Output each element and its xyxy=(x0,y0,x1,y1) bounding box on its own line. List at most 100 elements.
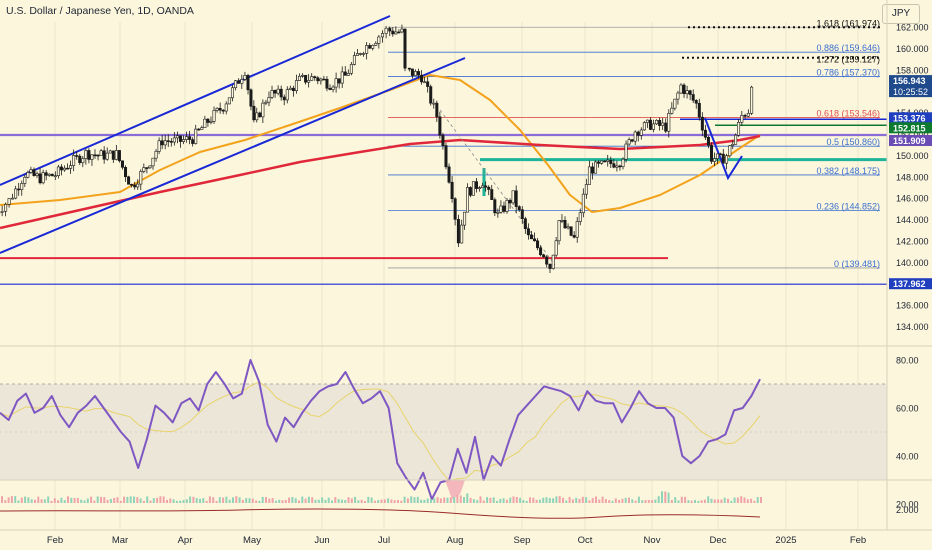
currency-button[interactable]: JPY xyxy=(882,4,920,24)
rsi-tick-label: 20.00 xyxy=(896,500,919,510)
candle xyxy=(175,135,179,139)
volume-bar xyxy=(393,500,396,503)
volume-bar xyxy=(268,498,271,503)
volume-bar xyxy=(628,497,630,503)
candle xyxy=(624,143,628,160)
volume-bar xyxy=(575,497,578,503)
volume-bar xyxy=(80,499,83,503)
candle xyxy=(182,139,186,142)
candle xyxy=(560,220,564,222)
candle xyxy=(301,74,305,77)
candle xyxy=(664,122,668,132)
candle xyxy=(7,198,11,205)
candle xyxy=(658,119,662,126)
volume-bar xyxy=(222,497,225,503)
candle xyxy=(612,163,616,168)
volume-bar xyxy=(133,496,135,503)
sma-orange xyxy=(0,74,761,213)
volume-bar xyxy=(552,498,555,503)
volume-bar xyxy=(307,496,310,503)
candle xyxy=(584,184,588,195)
volume-bar xyxy=(47,496,50,503)
candle xyxy=(185,136,189,140)
volume-bar xyxy=(235,496,238,503)
candle xyxy=(221,109,225,112)
candle xyxy=(215,107,219,111)
candle xyxy=(484,185,488,188)
candle xyxy=(490,189,494,200)
candle xyxy=(50,173,54,177)
volume-bar xyxy=(499,498,502,503)
volume-bar xyxy=(595,496,597,503)
candle xyxy=(340,71,344,84)
candle xyxy=(721,153,725,164)
candle xyxy=(496,211,500,214)
candle xyxy=(691,94,695,101)
volume-bar xyxy=(189,496,192,503)
price-tick-label: 142.000 xyxy=(896,237,929,247)
volume-bar xyxy=(585,497,588,503)
candle xyxy=(72,155,76,166)
volume-bar xyxy=(238,497,241,503)
fib-label: 1.272 (159.127) xyxy=(816,55,880,65)
candle xyxy=(508,199,512,204)
fib-label: 0.236 (144.852) xyxy=(816,201,880,211)
volume-bar xyxy=(57,500,60,503)
candle xyxy=(450,181,454,199)
volume-bar xyxy=(515,496,518,503)
rsi-tick-label: 80.00 xyxy=(896,356,919,366)
candle xyxy=(453,198,457,220)
volume-bar xyxy=(205,500,208,503)
candle xyxy=(645,119,649,123)
candle xyxy=(304,74,308,83)
fib-label: 1.618 (161.974) xyxy=(816,18,880,28)
price-tag xyxy=(889,134,932,146)
candle xyxy=(447,166,451,183)
time-tick-label: 2025 xyxy=(775,535,796,546)
volume-bar xyxy=(129,496,132,503)
candle xyxy=(127,176,131,185)
volume-bar xyxy=(525,500,528,503)
volume-bar xyxy=(251,498,254,503)
candle xyxy=(572,235,576,238)
candle xyxy=(349,64,353,74)
time-tick-label: Dec xyxy=(710,535,727,546)
candle xyxy=(417,71,421,76)
price-tag-value: 151.909 xyxy=(893,136,926,146)
candle xyxy=(313,76,317,79)
candle xyxy=(20,183,24,190)
candle xyxy=(621,158,625,167)
volume-bar xyxy=(436,497,439,503)
volume-bar xyxy=(608,500,611,503)
volume-bar xyxy=(24,496,27,503)
volume-bar xyxy=(159,496,162,503)
candle xyxy=(673,98,677,109)
volume-bar xyxy=(245,498,248,503)
rsi-oversold-fill xyxy=(445,480,465,500)
candle xyxy=(670,107,674,114)
candle xyxy=(648,119,652,130)
candle xyxy=(178,135,182,142)
volume-bar xyxy=(505,499,508,503)
candle xyxy=(536,240,540,249)
volume-bar xyxy=(736,497,739,503)
volume-bar xyxy=(152,498,155,503)
volume-bar xyxy=(1,496,3,503)
candle xyxy=(17,188,21,191)
candle xyxy=(697,102,701,118)
candle xyxy=(26,172,30,178)
volume-bar xyxy=(258,500,261,503)
volume-bar xyxy=(720,499,723,503)
candle xyxy=(526,228,530,236)
volume-bar xyxy=(126,496,129,503)
candle xyxy=(44,172,48,176)
time-tick-label: Feb xyxy=(850,535,866,546)
volume-bar xyxy=(496,500,498,503)
candle xyxy=(505,199,509,212)
volume-bar xyxy=(558,496,561,503)
volume-bar xyxy=(364,500,366,503)
volume-bar xyxy=(717,499,720,503)
volume-bar xyxy=(215,500,218,503)
volume-bar xyxy=(43,499,46,503)
